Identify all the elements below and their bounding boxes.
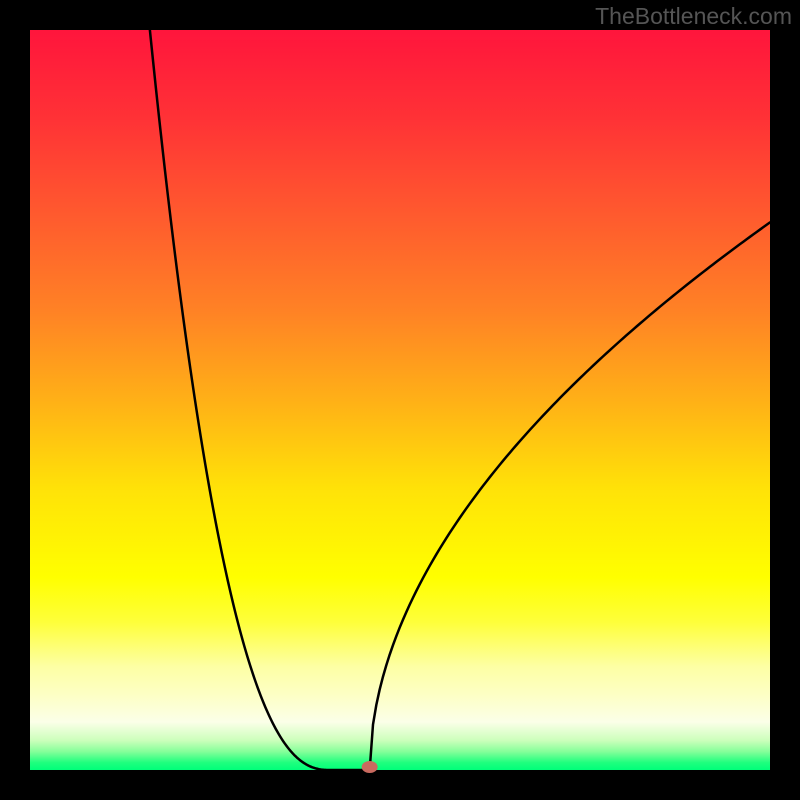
plot-gradient-fill bbox=[30, 30, 770, 770]
bottleneck-chart bbox=[0, 0, 800, 800]
chart-container: TheBottleneck.com bbox=[0, 0, 800, 800]
optimum-marker bbox=[362, 761, 378, 773]
